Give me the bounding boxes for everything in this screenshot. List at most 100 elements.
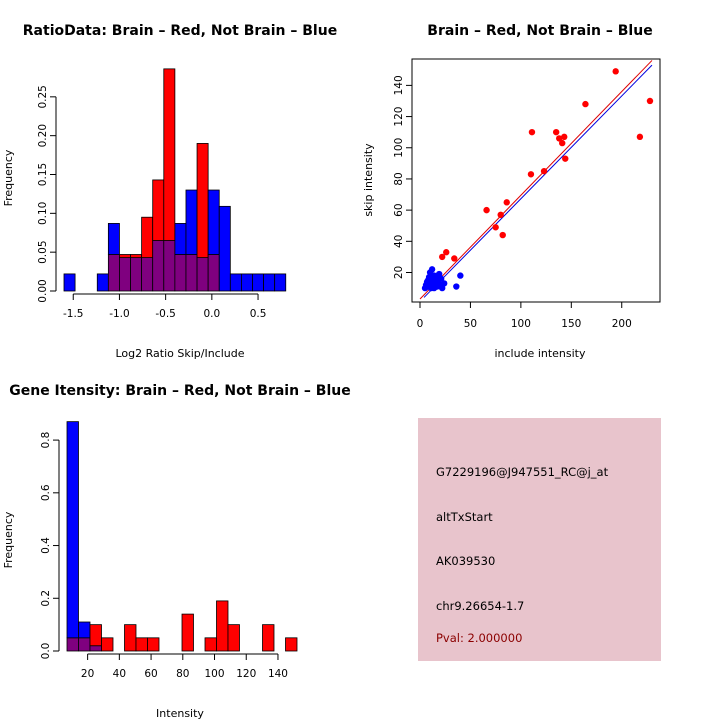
scatter-ylabel: skip intensity <box>362 143 375 217</box>
ratio-blue-bar <box>63 273 76 292</box>
intensity-y-tick-label: 0.8 <box>40 432 52 449</box>
scatter-panel: Brain – Red, Not Brain – Blue include in… <box>362 23 661 360</box>
scatter-point-red <box>556 135 563 142</box>
scatter-point-red <box>527 171 535 178</box>
scatter-point-blue <box>428 266 436 273</box>
intensity-x-tick-label: 140 <box>268 668 288 680</box>
intensity-y-tick-label: 0.2 <box>40 590 52 607</box>
ratio-blue-bar <box>107 223 120 255</box>
scatter-point-red <box>636 133 644 141</box>
event-type-text: altTxStart <box>436 510 493 524</box>
scatter-y-tick-label: 120 <box>393 107 405 127</box>
ratio-overlap-bar <box>185 254 198 292</box>
scatter-y-tick-label: 40 <box>393 235 405 248</box>
ratio-blue-bar <box>174 223 187 255</box>
ratio-blue-bar <box>185 189 198 255</box>
ratio-x-tick-label: 0.0 <box>203 308 220 320</box>
intensity-red-bar <box>285 637 298 652</box>
location-text: chr9.26654-1.7 <box>436 599 524 613</box>
intensity-x-tick-label: 20 <box>81 668 94 680</box>
scatter-x-tick-label: 50 <box>464 318 477 330</box>
intensity-red-bar <box>147 637 160 652</box>
ratio-y-tick-label: 0.00 <box>37 279 49 302</box>
intensity-x-tick-label: 60 <box>144 668 157 680</box>
scatter-point-red <box>499 231 506 239</box>
intensity-x-tick-label: 120 <box>236 668 256 680</box>
ratio-blue-bar <box>263 273 276 292</box>
intensity-y-tick-label: 0.6 <box>40 484 52 501</box>
ratio-red-bar <box>163 68 176 241</box>
ratio-red-bar <box>119 254 131 259</box>
scatter-point-red <box>492 224 499 231</box>
intensity-blue-bar <box>78 621 91 639</box>
scatter-point-blue <box>441 280 448 287</box>
ratio-blue-bar <box>96 273 109 292</box>
ratio-overlap-bar <box>152 240 165 292</box>
intensity-histogram-panel: Gene Itensity: Brain – Red, Not Brain – … <box>2 383 351 720</box>
info-panel-background <box>418 418 661 661</box>
intensity-red-bar <box>181 613 194 652</box>
ratio-blue-bar <box>218 205 231 292</box>
scatter-xlabel: include intensity <box>494 347 586 360</box>
intensity-blue-bar <box>66 421 79 639</box>
intensity-x-tick-label: 40 <box>113 668 126 680</box>
scatter-y-tick-label: 80 <box>393 172 405 185</box>
scatter-point-blue <box>457 272 464 279</box>
ratio-overlap-bar <box>174 254 187 292</box>
ratio-x-tick-label: -1.5 <box>63 308 84 320</box>
scatter-y-tick-label: 20 <box>393 266 405 279</box>
scatter-point-red <box>503 199 510 206</box>
info-panel: G7229196@J947551_RC@j_at altTxStart AK03… <box>418 418 661 661</box>
scatter-point-red <box>559 139 566 147</box>
intensity-x-tick-label: 100 <box>204 668 224 680</box>
ratio-y-tick-label: 0.05 <box>37 240 49 263</box>
ratio-red-bar <box>141 216 154 259</box>
scatter-title: Brain – Red, Not Brain – Blue <box>427 23 652 39</box>
scatter-point-blue <box>453 283 460 290</box>
scatter-point-red <box>561 133 568 141</box>
scatter-x-tick-label: 100 <box>511 318 531 330</box>
accession-text: AK039530 <box>436 554 495 568</box>
scatter-point-red <box>451 255 458 262</box>
scatter-x-tick-label: 150 <box>561 318 581 330</box>
intensity-x-tick-label: 80 <box>176 668 189 680</box>
scatter-fit-line-brain <box>419 60 653 300</box>
scatter-x-tick-label: 200 <box>612 318 632 330</box>
ratio-overlap-bar <box>107 254 120 292</box>
intensity-overlap-bar <box>89 645 102 652</box>
ratio-y-tick-label: 0.10 <box>37 202 49 225</box>
scatter-point-red <box>582 100 589 108</box>
ratio-x-tick-label: -1.0 <box>109 308 130 320</box>
ratio-y-tick-label: 0.15 <box>37 163 49 186</box>
intensity-overlap-bar <box>66 637 79 652</box>
intensity-histogram-title: Gene Itensity: Brain – Red, Not Brain – … <box>9 383 351 399</box>
ratio-overlap-bar <box>141 257 154 292</box>
ratio-overlap-bar <box>196 257 209 292</box>
intensity-red-bar <box>204 637 217 652</box>
scatter-point-red <box>552 128 560 136</box>
ratio-red-bar <box>152 179 165 241</box>
intensity-y-tick-label: 0.4 <box>40 537 52 554</box>
intensity-histogram-bars <box>66 421 298 652</box>
scatter-x-tick-label: 0 <box>417 318 424 330</box>
ratio-y-tick-label: 0.25 <box>37 85 49 108</box>
intensity-red-bar <box>262 624 275 652</box>
intensity-y-tick-label: 0.0 <box>40 643 52 660</box>
ratio-overlap-bar <box>163 240 176 292</box>
scatter-point-red <box>612 68 619 75</box>
ratio-histogram-xlabel: Log2 Ratio Skip/Include <box>115 347 244 360</box>
ratio-red-bar <box>196 143 209 259</box>
intensity-histogram-xlabel: Intensity <box>156 707 204 720</box>
probe-id-text: G7229196@J947551_RC@j_at <box>436 465 609 479</box>
ratio-blue-bar <box>229 273 242 292</box>
intensity-histogram-axes: 20 40 60 80 100 120 140 0.0 0.2 0.4 0.6 0.8 <box>40 432 288 680</box>
ratio-overlap-bar <box>207 254 220 292</box>
intensity-overlap-bar <box>78 637 91 652</box>
scatter-point-red <box>562 155 569 162</box>
scatter-points <box>421 68 654 292</box>
ratio-histogram-axes: -1.5 -1.0 -0.5 0.0 0.5 0.00 0.05 0.10 0.15 0.20 0.… <box>37 85 266 320</box>
scatter-point-blue <box>437 275 445 282</box>
ratio-red-bar <box>130 254 143 259</box>
ratio-histogram-title: RatioData: Brain – Red, Not Brain – Blue <box>23 23 337 39</box>
